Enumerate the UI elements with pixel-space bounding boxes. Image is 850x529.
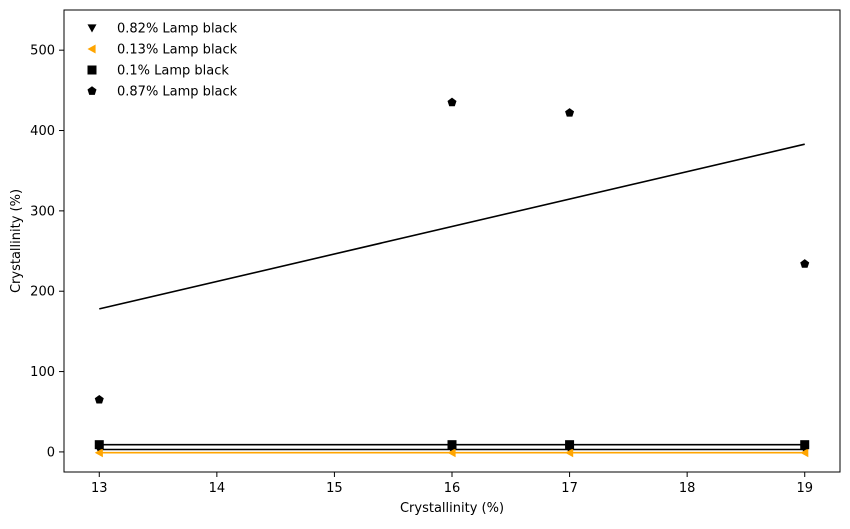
- legend-label: 0.13% Lamp black: [117, 43, 238, 58]
- legend-label: 0.1% Lamp black: [117, 64, 229, 79]
- y-tick-label: 400: [30, 124, 55, 139]
- legend-marker: [87, 65, 97, 75]
- y-axis-label: Crystallinity (%): [9, 189, 24, 293]
- y-tick-label: 200: [30, 285, 55, 300]
- data-point-series-2: [800, 440, 810, 450]
- legend-label: 0.87% Lamp black: [117, 85, 238, 100]
- y-tick-label: 500: [30, 44, 55, 59]
- data-point-series-1: [94, 448, 103, 458]
- x-tick-label: 14: [209, 481, 226, 496]
- fit-line-series-3: [99, 143, 805, 310]
- x-tick-label: 19: [796, 481, 813, 496]
- y-tick-label: 300: [30, 204, 55, 219]
- plot-frame: [63, 9, 841, 473]
- fit-lines: [99, 143, 805, 454]
- legend-label: 0.82% Lamp black: [117, 22, 238, 37]
- x-tick-label: 18: [679, 481, 696, 496]
- x-tick-label: 15: [326, 481, 343, 496]
- x-tick-label: 13: [91, 481, 108, 496]
- legend-marker: [87, 44, 96, 54]
- x-axis-label: Crystallinity (%): [400, 501, 504, 516]
- x-tick-label: 17: [561, 481, 578, 496]
- data-point-series-3: [800, 259, 810, 268]
- data-point-series-1: [565, 448, 574, 458]
- legend-marker: [87, 86, 97, 95]
- y-tick-label: 0: [47, 445, 55, 460]
- data-point-series-3: [94, 394, 104, 404]
- data-markers: [94, 97, 810, 458]
- x-tick-label: 16: [444, 481, 461, 496]
- data-point-series-2: [94, 440, 104, 450]
- legend: 0.82% Lamp black 0.13% Lamp black 0.1% Lam…: [87, 22, 238, 100]
- data-point-series-1: [800, 448, 809, 458]
- y-tick-label: 100: [30, 365, 55, 380]
- legend-marker: [87, 24, 97, 33]
- data-point-series-2: [447, 440, 457, 450]
- data-point-series-3: [565, 108, 575, 117]
- data-point-series-1: [447, 448, 456, 458]
- y-axis-ticks: 0 100 200 300 400 500: [30, 44, 64, 460]
- data-point-series-2: [565, 440, 575, 450]
- data-point-series-3: [447, 97, 457, 107]
- x-axis-ticks: 13 14 15 16 17 18 19: [91, 472, 813, 496]
